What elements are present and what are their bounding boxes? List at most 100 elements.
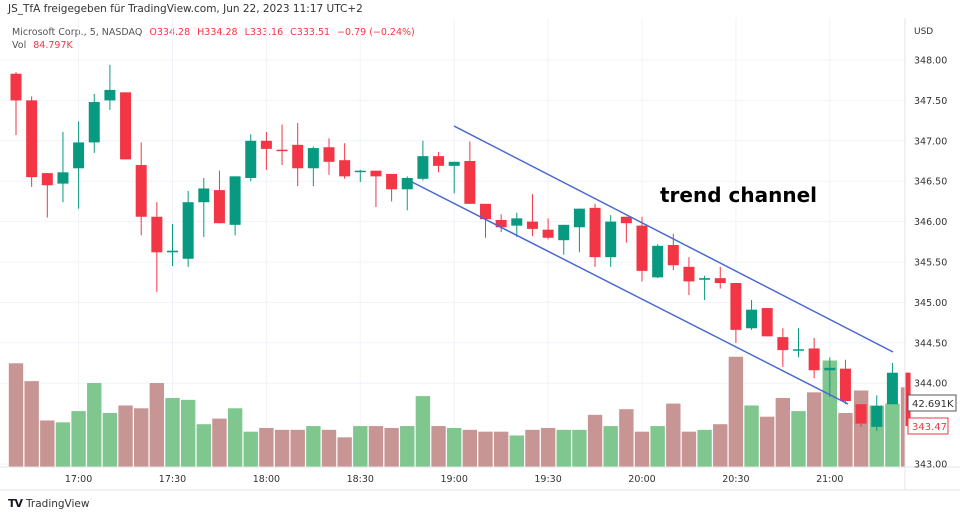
volume-bar [602, 425, 619, 468]
candle-body [386, 173, 398, 190]
volume-bar [837, 412, 854, 468]
candle-body [292, 144, 304, 169]
candle-body [57, 172, 69, 184]
volume-bar [743, 404, 760, 468]
candle-body [605, 221, 617, 258]
volume-bar [900, 386, 906, 468]
low-value: L333.16 [244, 27, 284, 38]
volume-bar [86, 382, 103, 468]
trend-channel-lines [411, 125, 894, 405]
candle-body [370, 170, 382, 177]
candle-body [167, 250, 178, 253]
candle-body [714, 278, 726, 284]
candle-body [41, 173, 53, 186]
candle-body [120, 92, 132, 160]
volume-bar [790, 410, 807, 468]
volume-bar [336, 436, 353, 468]
change-value: −0.79 (−0.24%) [337, 27, 415, 38]
volume-bar [8, 362, 24, 468]
candle-body [229, 176, 241, 225]
price-tick-label: 345.50 [914, 258, 947, 269]
candle-body [777, 337, 789, 351]
volume-bar [23, 380, 40, 468]
volume-bar [759, 416, 776, 468]
trend-channel-upper-line [453, 125, 894, 353]
time-tick-label: 17:00 [65, 474, 92, 485]
candles [10, 64, 911, 431]
time-axis[interactable]: 17:00 17:30 18:00 18:30 19:00 19:30 20:00 20:30… [65, 474, 844, 485]
volume-bar [352, 425, 369, 468]
time-tick-label: 20:30 [722, 474, 749, 485]
price-tick-label: 343.00 [914, 460, 947, 471]
svg-text:343.47: 343.47 [912, 422, 947, 433]
candle-body [198, 188, 210, 203]
tradingview-brand: TradingView [26, 497, 90, 510]
tradingview-logo[interactable]: TV TradingView [8, 497, 89, 510]
candle-body [88, 102, 100, 143]
candle-body [354, 170, 366, 173]
candle-body [480, 203, 491, 220]
candle-body [448, 161, 460, 166]
candle-body [730, 283, 742, 330]
volume-bar [634, 431, 650, 468]
candle-body [839, 368, 851, 401]
volume-bar [649, 425, 666, 468]
candle-body [746, 309, 758, 329]
candle-body [699, 278, 711, 280]
candle-body [307, 148, 319, 169]
candle-body [433, 156, 445, 166]
price-tick-label: 347.00 [914, 136, 947, 147]
volume-bar [665, 402, 682, 468]
volume-label: Vol [12, 40, 27, 51]
candle-body [526, 221, 538, 229]
volume-bar [775, 397, 791, 468]
volume-bar [571, 429, 588, 468]
price-tick-label: 348.00 [914, 56, 947, 67]
price-tick-label: 344.50 [914, 338, 947, 349]
candle-body [182, 202, 194, 259]
time-tick-label: 17:30 [159, 474, 186, 485]
trend-channel-annotation: trend channel [660, 183, 817, 207]
volume-bar [274, 429, 290, 468]
candle-body [10, 73, 22, 101]
candle-body [401, 177, 413, 190]
candle-body [589, 207, 601, 258]
volume-bar [884, 402, 901, 468]
candle-body [542, 229, 554, 238]
volume-bar [681, 431, 697, 468]
volume-value: 84.797K [33, 40, 73, 51]
candle-body [636, 225, 648, 271]
candle-body [855, 404, 867, 424]
candle-body [808, 348, 820, 371]
tradingview-logo-icon: TV [8, 497, 23, 510]
volume-bar [712, 423, 729, 468]
grid [0, 18, 905, 467]
time-tick-label: 18:00 [253, 474, 280, 485]
time-tick-label: 19:00 [441, 474, 468, 485]
volume-bar [164, 397, 181, 468]
volume-bar [117, 404, 134, 468]
price-axis[interactable]: 348.00 347.50 347.00 346.50 346.00 345.50 345.… [914, 56, 947, 471]
time-tick-label: 19:30 [534, 474, 561, 485]
volume-bar [415, 395, 431, 468]
price-tick-label: 346.00 [914, 217, 947, 228]
candle-body [667, 245, 679, 266]
volume-bar [696, 429, 713, 468]
candle-body [573, 208, 585, 228]
volume-bar [618, 408, 635, 468]
volume-bar [477, 431, 494, 468]
candle-body [652, 245, 664, 278]
candle-body [260, 140, 272, 149]
volume-bar [524, 429, 541, 468]
volume-bar [587, 414, 603, 468]
volume-bar [242, 431, 259, 468]
symbol-name[interactable]: Microsoft Corp., 5, NASDAQ [12, 27, 143, 38]
volume-bar [493, 431, 509, 468]
volume-bar [853, 389, 869, 468]
candle-body [323, 147, 335, 162]
trend-channel-lower-line [411, 181, 849, 405]
candle-body [793, 349, 804, 351]
candle-body [339, 160, 351, 177]
volume-bar [540, 427, 556, 468]
